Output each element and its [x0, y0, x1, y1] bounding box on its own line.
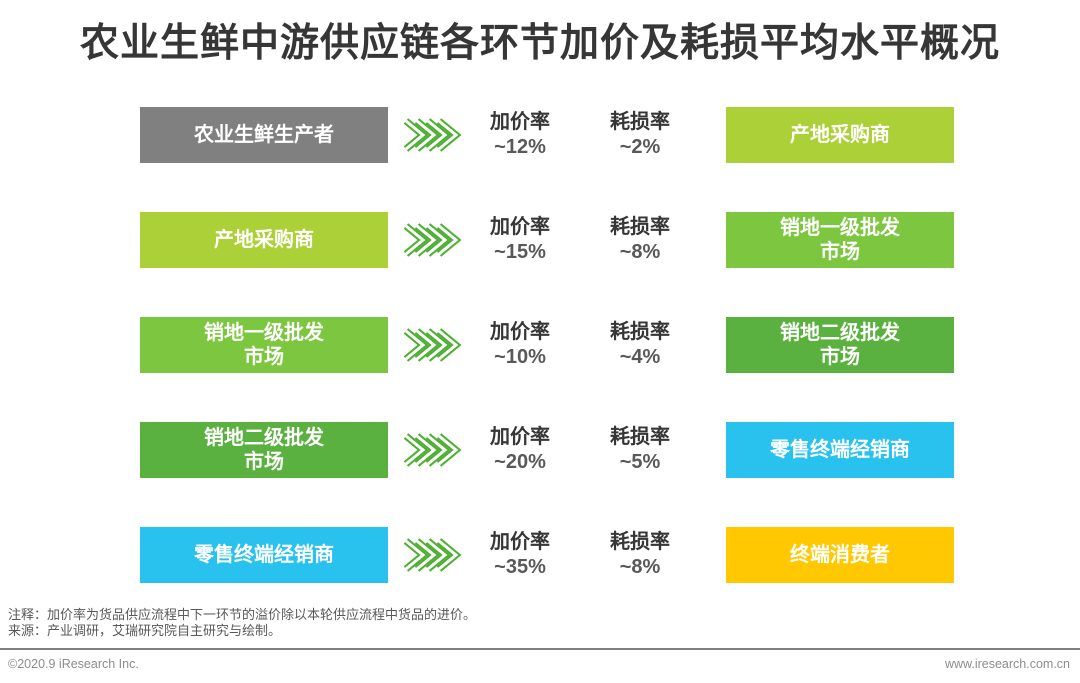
- markup-rate-label: 加价率: [490, 321, 550, 343]
- loss-rate-label: 耗损率: [610, 321, 670, 343]
- loss-rate-label: 耗损率: [610, 426, 670, 448]
- markup-rate-value: ~20%: [494, 451, 546, 473]
- from-node: 零售终端经销商: [140, 527, 388, 583]
- loss-rate-value: ~4%: [619, 346, 661, 368]
- from-node: 销地一级批发 市场: [140, 317, 388, 373]
- chevron-arrow-icon: [402, 223, 472, 257]
- from-node: 销地二级批发 市场: [140, 422, 388, 478]
- markup-rate: 加价率 ~10%: [474, 320, 566, 370]
- loss-rate-value: ~8%: [619, 241, 661, 263]
- copyright-text: ©2020.9 iResearch Inc.: [8, 657, 139, 671]
- markup-rate-value: ~10%: [494, 346, 546, 368]
- website-link[interactable]: www.iresearch.com.cn: [944, 657, 1070, 671]
- markup-rate-label: 加价率: [490, 426, 550, 448]
- from-node: 产地采购商: [140, 212, 388, 268]
- to-node: 销地二级批发 市场: [726, 317, 954, 373]
- loss-rate: 耗损率 ~2%: [594, 110, 686, 160]
- source-note: 来源：产业调研，艾瑞研究院自主研究与绘制。: [8, 623, 282, 638]
- markup-rate: 加价率 ~20%: [474, 425, 566, 475]
- chevron-arrow-icon: [402, 118, 472, 152]
- markup-rate-label: 加价率: [490, 531, 550, 553]
- markup-rate-value: ~12%: [494, 136, 546, 158]
- to-node: 零售终端经销商: [726, 422, 954, 478]
- supply-chain-row-3: 销地一级批发 市场 加价率 ~10% 耗损率 ~4% 销地二级批发 市场: [0, 317, 1080, 373]
- markup-rate: 加价率 ~12%: [474, 110, 566, 160]
- annotation-note: 注释：加价率为货品供应流程中下一环节的溢价除以本轮供应流程中货品的进价。: [8, 607, 477, 622]
- supply-chain-row-5: 零售终端经销商 加价率 ~35% 耗损率 ~8% 终端消费者: [0, 527, 1080, 583]
- to-node: 终端消费者: [726, 527, 954, 583]
- loss-rate-value: ~5%: [619, 451, 661, 473]
- markup-rate-value: ~15%: [494, 241, 546, 263]
- footer-divider: [0, 648, 1080, 650]
- page-title: 农业生鲜中游供应链各环节加价及耗损平均水平概况: [79, 22, 1000, 65]
- loss-rate: 耗损率 ~8%: [594, 215, 686, 265]
- loss-rate: 耗损率 ~4%: [594, 320, 686, 370]
- markup-rate-label: 加价率: [490, 111, 550, 133]
- chevron-arrow-icon: [402, 538, 472, 572]
- footnotes: 注释：加价率为货品供应流程中下一环节的溢价除以本轮供应流程中货品的进价。 来源：…: [8, 607, 476, 639]
- markup-rate-label: 加价率: [490, 216, 550, 238]
- from-node: 农业生鲜生产者: [140, 107, 388, 163]
- supply-chain-rows: 农业生鲜生产者 加价率 ~12% 耗损率 ~2% 产地采购商 产地采购商: [0, 107, 1080, 632]
- loss-rate-label: 耗损率: [610, 531, 670, 553]
- supply-chain-row-1: 农业生鲜生产者 加价率 ~12% 耗损率 ~2% 产地采购商: [0, 107, 1080, 163]
- to-node: 销地一级批发 市场: [726, 212, 954, 268]
- to-node: 产地采购商: [726, 107, 954, 163]
- markup-rate-value: ~35%: [494, 556, 546, 578]
- chevron-arrow-icon: [402, 433, 472, 467]
- loss-rate-value: ~8%: [619, 556, 661, 578]
- markup-rate: 加价率 ~15%: [474, 215, 566, 265]
- loss-rate-label: 耗损率: [610, 216, 670, 238]
- chevron-arrow-icon: [402, 328, 472, 362]
- footer: ©2020.9 iResearch Inc. www.iresearch.com…: [8, 657, 1070, 671]
- loss-rate: 耗损率 ~5%: [594, 425, 686, 475]
- loss-rate-label: 耗损率: [610, 111, 670, 133]
- loss-rate: 耗损率 ~8%: [594, 530, 686, 580]
- supply-chain-row-4: 销地二级批发 市场 加价率 ~20% 耗损率 ~5% 零售终端经销商: [0, 422, 1080, 478]
- supply-chain-row-2: 产地采购商 加价率 ~15% 耗损率 ~8% 销地一级批发 市场: [0, 212, 1080, 268]
- loss-rate-value: ~2%: [619, 136, 661, 158]
- markup-rate: 加价率 ~35%: [474, 530, 566, 580]
